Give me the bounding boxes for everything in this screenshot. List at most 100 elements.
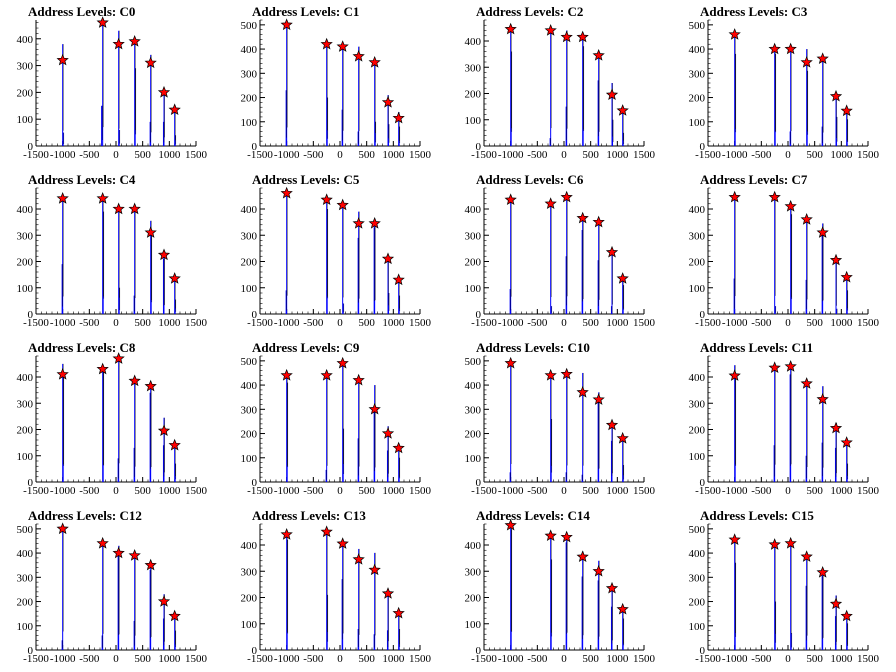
y-tick-label: 300 (689, 230, 706, 242)
x-tick-label: 500 (134, 653, 151, 665)
y-tick-label: 300 (17, 230, 34, 242)
peak-marker (368, 563, 381, 576)
x-tick-label: -1500 (471, 317, 497, 329)
y-tick-label: 100 (689, 117, 706, 129)
y-tick-label: 100 (17, 283, 34, 295)
peak-marker (544, 368, 557, 381)
peak-marker (504, 193, 517, 206)
peak-marker (768, 42, 781, 55)
peak-marker (56, 522, 69, 535)
x-tick-label: -1000 (722, 485, 748, 497)
peak-marker (592, 215, 605, 228)
y-tick-label: 300 (241, 68, 258, 80)
y-tick-label: 0 (476, 141, 482, 153)
y-tick-label: 500 (689, 20, 706, 32)
x-tick-label: 1500 (409, 149, 432, 161)
peak-marker (128, 374, 141, 387)
y-tick-label: 200 (465, 257, 482, 269)
x-tick-label: 1500 (633, 485, 656, 497)
x-tick-label: 0 (561, 653, 567, 665)
x-tick-label: -1000 (498, 317, 524, 329)
x-tick-label: -1500 (471, 149, 497, 161)
chart-panel-c9: 0 100 200 300 400 500 -1500 -1000 -500 0 500 1000 15… (224, 336, 448, 504)
chart-svg: 0 100 200 300 400 500 -1500 -1000 -500 0 500 1000 15… (689, 523, 880, 665)
x-tick-label: 1500 (633, 653, 656, 665)
peak-marker (168, 609, 181, 622)
peak-marker (392, 606, 405, 619)
chart-svg: 0 100 200 300 400 500 -1500 -1000 -500 0 500 1000 15… (17, 522, 208, 665)
y-tick-label: 200 (241, 257, 258, 269)
y-tick-label: 500 (465, 356, 482, 368)
x-tick-label: 1500 (409, 653, 432, 665)
peak-marker (784, 199, 797, 212)
x-tick-label: -1000 (274, 485, 300, 497)
y-tick-label: 0 (252, 309, 258, 321)
chart-panel-c7: 0 100 200 300 400 -1500 -1000 -500 0 500 1000 1500 A… (672, 168, 896, 336)
peak-marker (840, 609, 853, 622)
x-tick-label: -500 (751, 653, 772, 665)
x-tick-label: 1500 (857, 653, 880, 665)
x-tick-label: 0 (785, 149, 791, 161)
peak-marker (544, 24, 557, 36)
peak-marker (605, 581, 619, 594)
peak-marker (144, 226, 157, 238)
x-tick-label: -500 (527, 317, 548, 329)
peak-marker (784, 536, 797, 549)
chart-panel-c4: 0 100 200 300 400 -1500 -1000 -500 0 500 1000 1500 A… (0, 168, 224, 336)
chart-title: Address Levels: C6 (476, 172, 584, 187)
peak-marker (784, 360, 797, 372)
peak-marker (560, 190, 573, 203)
x-tick-label: -1500 (695, 317, 721, 329)
y-tick-label: 100 (689, 283, 706, 295)
x-tick-label: -1000 (722, 149, 748, 161)
x-tick-label: 500 (582, 485, 599, 497)
x-tick-label: -500 (79, 485, 100, 497)
y-tick-label: 100 (241, 453, 258, 465)
y-tick-label: 100 (241, 283, 258, 295)
peak-marker (829, 597, 843, 610)
peak-marker (144, 379, 157, 392)
peak-marker (728, 369, 741, 381)
x-tick-label: 0 (337, 653, 343, 665)
y-tick-label: 300 (17, 572, 34, 584)
y-tick-label: 400 (241, 204, 258, 216)
x-tick-label: 500 (358, 317, 375, 329)
x-tick-label: 1000 (830, 653, 853, 665)
x-tick-label: 0 (785, 653, 791, 665)
y-tick-label: 200 (465, 429, 482, 441)
y-tick-label: 0 (28, 477, 34, 489)
peak-marker (280, 186, 293, 199)
x-tick-label: -1500 (23, 485, 49, 497)
x-tick-label: 1000 (158, 485, 181, 497)
x-tick-label: 0 (337, 317, 343, 329)
x-tick-label: 1000 (158, 653, 181, 665)
y-tick-label: 500 (17, 524, 34, 536)
chart-title: Address Levels: C11 (700, 340, 814, 355)
chart-panel-c10: 0 100 200 300 400 500 -1500 -1000 -500 0 500 1000 15… (448, 336, 672, 504)
peak-marker (616, 602, 629, 615)
peak-marker (560, 367, 573, 380)
y-tick-label: 400 (17, 204, 34, 216)
chart-svg: 0 100 200 300 400 500 -1500 -1000 -500 0 500 1000 15… (241, 18, 432, 161)
y-tick-label: 200 (689, 597, 706, 609)
peak-marker (96, 536, 109, 549)
y-tick-label: 0 (700, 309, 706, 321)
x-tick-label: -500 (751, 485, 772, 497)
chart-title: Address Levels: C13 (252, 508, 366, 523)
peak-marker (768, 190, 781, 203)
chart-title: Address Levels: C1 (252, 4, 360, 19)
peak-marker (352, 373, 365, 386)
peak-marker (576, 385, 589, 398)
peak-marker (368, 216, 381, 229)
x-tick-label: -1500 (247, 149, 273, 161)
peak-marker (544, 197, 557, 209)
x-tick-label: 500 (358, 485, 375, 497)
x-tick-label: 0 (113, 653, 119, 665)
x-tick-label: -500 (751, 149, 772, 161)
y-tick-label: 100 (17, 451, 34, 463)
y-tick-label: 400 (241, 380, 258, 392)
peak-marker (816, 566, 829, 578)
y-tick-label: 300 (689, 68, 706, 80)
peak-marker (840, 436, 853, 448)
chart-title: Address Levels: C14 (476, 508, 590, 523)
